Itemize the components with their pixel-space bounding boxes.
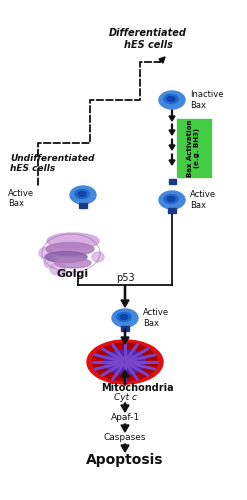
Ellipse shape	[167, 196, 175, 202]
Ellipse shape	[55, 258, 91, 268]
Text: Active
Bax: Active Bax	[190, 190, 216, 210]
Ellipse shape	[87, 340, 163, 384]
Text: Inactive
Bax: Inactive Bax	[190, 90, 224, 110]
FancyArrow shape	[169, 110, 175, 121]
Bar	[168, 178, 176, 184]
Ellipse shape	[167, 96, 175, 102]
Text: Undifferentiated
hES cells: Undifferentiated hES cells	[10, 154, 95, 174]
Ellipse shape	[46, 242, 94, 256]
Ellipse shape	[70, 186, 96, 204]
FancyArrow shape	[169, 154, 175, 165]
Ellipse shape	[120, 314, 128, 320]
FancyArrow shape	[121, 403, 129, 412]
FancyArrow shape	[169, 124, 175, 135]
Bar	[168, 208, 176, 213]
Ellipse shape	[39, 247, 53, 259]
Ellipse shape	[44, 258, 56, 268]
Ellipse shape	[75, 190, 89, 198]
Text: Cyt c: Cyt c	[114, 392, 137, 402]
Text: Active
Bax: Active Bax	[8, 189, 34, 208]
Bar	[121, 326, 129, 331]
Text: Active
Bax: Active Bax	[143, 308, 169, 328]
Ellipse shape	[47, 233, 99, 249]
Text: Mitochondria: Mitochondria	[101, 383, 173, 393]
Ellipse shape	[112, 309, 138, 327]
FancyArrow shape	[121, 444, 129, 452]
Ellipse shape	[159, 91, 185, 109]
Ellipse shape	[104, 350, 146, 374]
Ellipse shape	[164, 94, 178, 104]
Text: Apoptosis: Apoptosis	[86, 453, 164, 467]
Ellipse shape	[117, 312, 131, 322]
FancyArrow shape	[121, 370, 129, 385]
FancyArrow shape	[121, 424, 129, 432]
Text: Bax Activation
(e.g. BH3): Bax Activation (e.g. BH3)	[187, 120, 201, 176]
Ellipse shape	[164, 194, 178, 203]
Text: Caspases: Caspases	[104, 434, 146, 442]
Ellipse shape	[78, 192, 86, 196]
Bar	[176, 118, 212, 178]
Ellipse shape	[45, 252, 87, 262]
Ellipse shape	[50, 263, 66, 275]
Text: Golgi: Golgi	[57, 269, 89, 279]
Text: Differentiated
hES cells: Differentiated hES cells	[109, 28, 187, 50]
FancyArrow shape	[121, 329, 129, 344]
Text: p53: p53	[116, 273, 134, 283]
Ellipse shape	[92, 252, 104, 262]
Ellipse shape	[159, 191, 185, 209]
FancyArrow shape	[121, 285, 129, 307]
Ellipse shape	[93, 344, 157, 380]
Text: Apaf-1: Apaf-1	[110, 414, 140, 422]
FancyArrow shape	[169, 139, 175, 150]
Bar	[79, 203, 87, 208]
